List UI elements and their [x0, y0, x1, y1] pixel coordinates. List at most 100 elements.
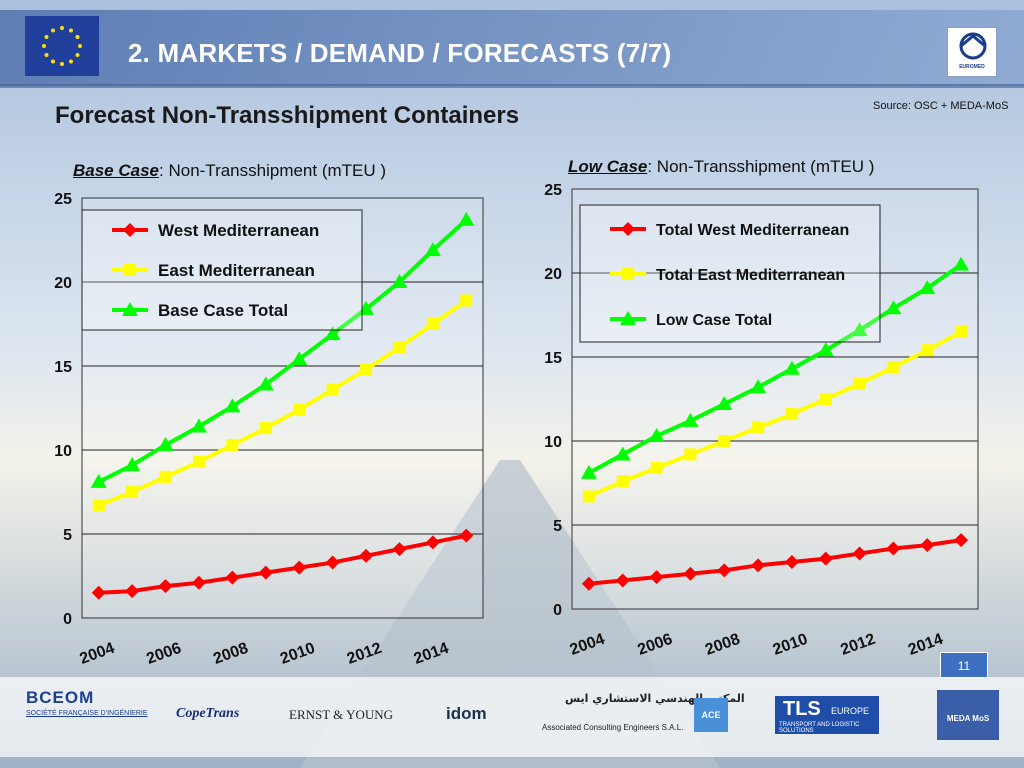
bceom-tagline: SOCIÉTÉ FRANÇAISE D'INGÉNIERIE [26, 710, 148, 717]
legend-swatch-marker [622, 268, 634, 280]
bceom-logo: BCEOM [26, 688, 95, 707]
base-case-title-prefix: Base Case [73, 161, 160, 180]
series-total-east-mediterranean [582, 325, 968, 503]
x-tick-label: 2008 [703, 631, 742, 659]
data-point [750, 379, 767, 394]
x-tick-label: 2010 [278, 640, 317, 668]
chart-legend: West Mediterranean East Mediterranean Base… [81, 209, 363, 331]
data-point [752, 421, 765, 434]
data-point [783, 360, 800, 375]
series-low-case-total [580, 256, 970, 479]
euromed-logo [947, 27, 997, 77]
data-point [885, 300, 902, 315]
data-point [614, 446, 631, 461]
data-point [392, 542, 407, 557]
data-point [157, 436, 174, 451]
data-point [325, 555, 340, 570]
y-tick-label: 15 [54, 359, 72, 376]
data-point [90, 473, 107, 488]
y-tick-label: 5 [63, 527, 72, 544]
data-point [424, 242, 441, 257]
x-tick-label: 2010 [771, 631, 810, 659]
legend-label: West Mediterranean [158, 221, 319, 240]
legend-swatch-marker [621, 222, 635, 236]
data-point [954, 533, 969, 548]
data-point [158, 579, 173, 594]
legend-label: Total East Mediterranean [656, 267, 845, 284]
data-point [226, 438, 239, 451]
low-case-title-prefix: Low Case [568, 157, 648, 176]
data-point [615, 573, 630, 588]
x-tick-label: 2012 [345, 640, 384, 668]
data-point [393, 341, 406, 354]
data-point [887, 361, 900, 374]
data-point [159, 470, 172, 483]
data-point [582, 490, 595, 503]
data-point [459, 528, 474, 543]
page-number: 11 [940, 652, 988, 678]
data-point [124, 457, 141, 472]
data-point [257, 376, 274, 391]
legend-label: Total West Mediterranean [656, 222, 849, 239]
data-point [191, 575, 206, 590]
data-point [684, 448, 697, 461]
legend-swatch-marker [123, 223, 137, 237]
series-west-mediterranean [91, 528, 474, 600]
meda-mos-logo: MEDA MoS [937, 690, 999, 740]
data-point [258, 565, 273, 580]
data-point [920, 538, 935, 553]
data-point [125, 584, 140, 599]
data-point [818, 551, 833, 566]
euromed-label: EUROMED [959, 64, 985, 70]
idom-logo: idom [446, 704, 487, 723]
series-total-west-mediterranean [581, 533, 969, 591]
data-point [224, 398, 241, 413]
data-point [648, 427, 665, 442]
x-tick-label: 2006 [144, 640, 183, 668]
legend-swatch-marker [620, 311, 636, 325]
low-case-chart-title: Low Case: Non-Transshipment (mTEU ) [568, 157, 874, 177]
slide-title: 2. MARKETS / DEMAND / FORECASTS (7/7) [128, 38, 672, 68]
x-tick-label: 2014 [412, 640, 451, 668]
data-point [817, 342, 834, 357]
data-point [326, 383, 339, 396]
data-point [851, 322, 868, 337]
data-point [259, 422, 272, 435]
data-point [751, 558, 766, 573]
data-point [853, 377, 866, 390]
low-case-title-suffix: : Non-Transshipment (mTEU ) [647, 157, 875, 176]
data-point [649, 570, 664, 585]
data-point [580, 464, 597, 479]
data-point [616, 475, 629, 488]
tls-main-label: TLS [783, 698, 821, 720]
data-point [359, 548, 374, 563]
data-point [650, 461, 663, 474]
legend-label: East Mediterranean [158, 261, 315, 280]
data-point [919, 280, 936, 295]
data-point [852, 546, 867, 561]
y-tick-label: 0 [63, 611, 72, 628]
x-tick-label: 2012 [838, 631, 877, 659]
data-point [682, 412, 699, 427]
data-point [819, 393, 832, 405]
data-point [292, 560, 307, 575]
data-point [426, 318, 439, 330]
data-point [91, 585, 106, 600]
y-tick-label: 20 [54, 275, 72, 292]
ernst-young-logo: ERNST & YOUNG [289, 707, 394, 722]
copetrans-logo: CopeTrans [176, 706, 240, 721]
ace-english-name: Associated Consulting Engineers S.A.L. [542, 723, 684, 732]
data-point [955, 325, 968, 338]
data-point [192, 455, 205, 468]
data-point [291, 351, 308, 366]
y-tick-label: 0 [553, 602, 562, 619]
data-point [391, 274, 408, 288]
data-point [360, 363, 373, 376]
data-point [324, 326, 341, 341]
ace-logo: ACE [694, 698, 728, 732]
data-point [784, 554, 799, 569]
y-tick-label: 15 [544, 350, 562, 367]
y-tick-label: 25 [544, 182, 562, 199]
